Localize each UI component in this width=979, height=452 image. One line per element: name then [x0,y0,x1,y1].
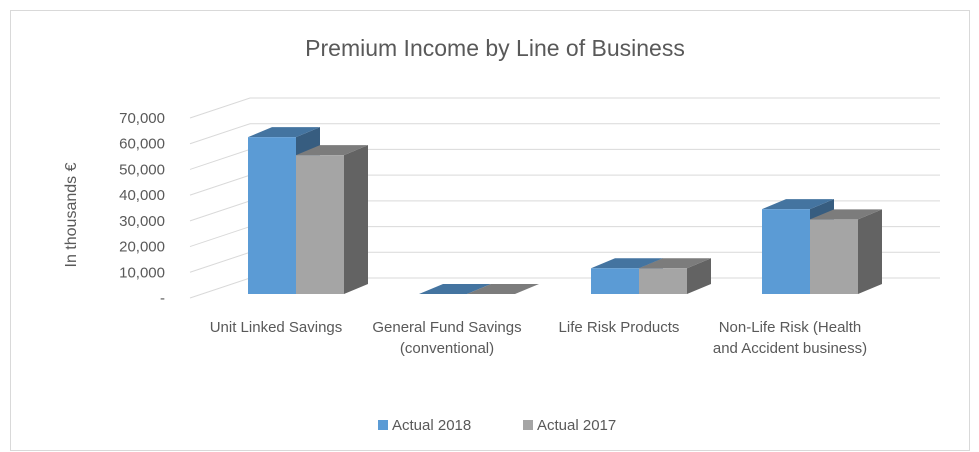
legend-label: Actual 2017 [537,417,616,434]
legend-label: Actual 2018 [392,417,471,434]
grid-line [189,123,940,145]
bar-top [810,209,882,220]
y-tick-label: 60,000 [119,136,165,153]
y-tick-label: 20,000 [119,239,165,256]
bar [591,268,639,294]
bar-top [639,258,711,269]
y-tick-label: 30,000 [119,213,165,230]
grid-line [189,97,940,119]
x-tick-label: Non-Life Risk (Health and Accident busin… [712,319,868,357]
y-tick-label: 40,000 [119,187,165,204]
bar [762,209,810,294]
bar-top [296,145,368,156]
legend-swatch [378,420,388,430]
bar [810,219,858,294]
y-tick-label: 70,000 [119,110,165,127]
x-tick-label: Unit Linked Savings [209,319,343,336]
bar-top [248,127,320,138]
bar-side [858,209,882,294]
bar-top [467,284,539,294]
y-tick-label: 50,000 [119,161,165,178]
bar [296,155,344,294]
bar-side [344,145,368,294]
x-tick-label: Life Risk Products [558,319,680,336]
chart-title: Premium Income by Line of Business [305,35,685,61]
bar [248,137,296,294]
y-tick-label: - [160,290,165,307]
y-axis-label: In thousands € [63,162,80,267]
bar-side [687,258,711,294]
y-tick-label: 10,000 [119,264,165,281]
bar [639,268,687,294]
legend-swatch [523,420,533,430]
x-tick-label: General Fund Savings (conventional) [372,319,522,357]
bar-top [762,199,834,210]
